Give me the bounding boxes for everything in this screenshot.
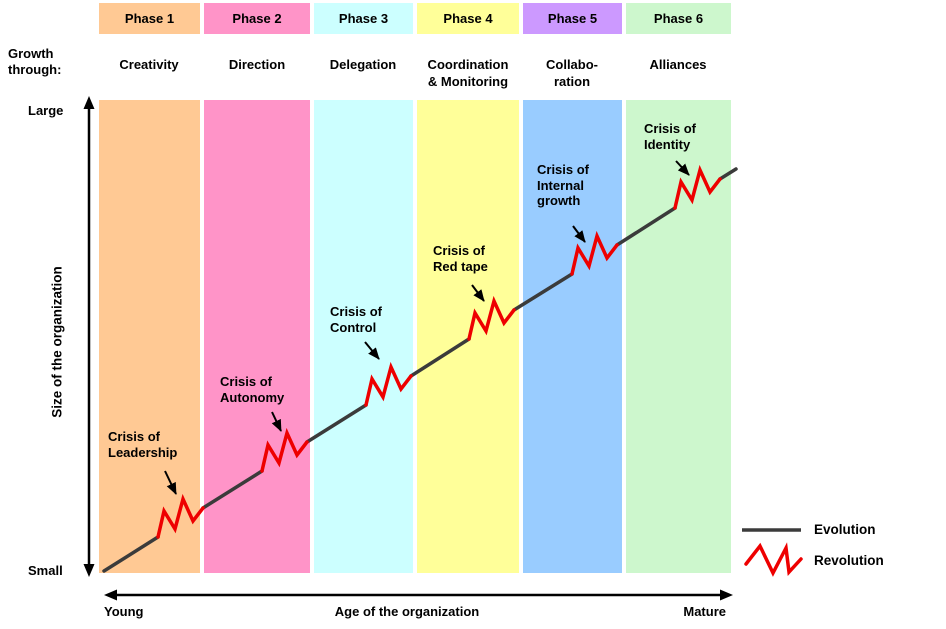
band-phase-3: [314, 100, 413, 573]
x-axis-min-label: Young: [104, 604, 144, 619]
band-phase-1: [99, 100, 200, 573]
crisis-label-identity: Crisis of Identity: [644, 121, 697, 152]
legend-revolution-sample: [744, 542, 803, 577]
phase-name-collaboration: Collabo- ration: [546, 57, 598, 89]
crisis-label-control: Crisis of Control: [330, 304, 383, 335]
x-axis-title: Age of the organization: [334, 604, 480, 619]
x-axis-max-label: Mature: [683, 604, 726, 619]
phase-header-box-6: Phase 6: [626, 3, 731, 34]
x-axis: [104, 589, 733, 601]
phase-name-direction: Direction: [228, 57, 286, 72]
band-phase-6: [626, 100, 731, 573]
crisis-label-autonomy: Crisis of Autonomy: [220, 374, 285, 405]
legend-evolution-label: Evolution: [814, 522, 876, 537]
y-axis: [83, 96, 95, 577]
growth-through-heading: Growth through:: [8, 46, 62, 77]
phase-name-creativity: Creativity: [119, 57, 179, 72]
phase-name-delegation: Delegation: [329, 57, 397, 72]
y-axis-title: Size of the organization: [49, 266, 65, 418]
phase-name-alliances: Alliances: [649, 57, 707, 72]
legend-revolution-label: Revolution: [814, 553, 884, 568]
phase-header-box-4: Phase 4: [417, 3, 519, 34]
phase-header-box-5: Phase 5: [523, 3, 622, 34]
phase-header-box-3: Phase 3: [314, 3, 413, 34]
crisis-label-internal-growth: Crisis of Internal growth: [537, 162, 590, 208]
crisis-label-red-tape: Crisis of Red tape: [433, 243, 488, 274]
y-axis-max-label: Large: [28, 103, 64, 118]
y-axis-min-label: Small: [28, 563, 63, 578]
phase-name-coordination: Coordination & Monitoring: [427, 57, 509, 89]
crisis-label-leadership: Crisis of Leadership: [108, 429, 178, 460]
band-phase-4: [417, 100, 519, 573]
phase-header-box-2: Phase 2: [204, 3, 310, 34]
band-phase-2: [204, 100, 310, 573]
phase-header-box-1: Phase 1: [99, 3, 200, 34]
